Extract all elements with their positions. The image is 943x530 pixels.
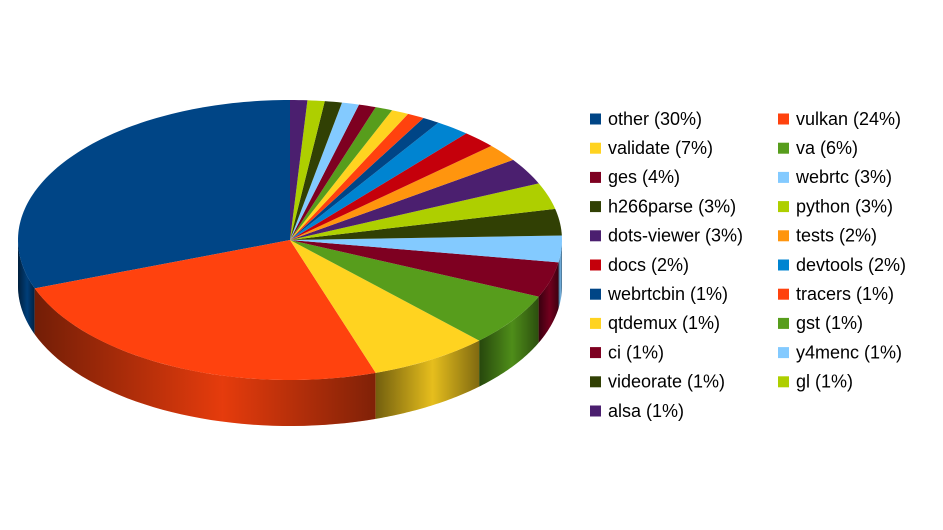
legend-label: dots-viewer (3%) <box>608 226 743 246</box>
pie-sides <box>18 240 562 426</box>
legend-label: other (30%) <box>608 109 702 129</box>
legend-swatch <box>590 288 601 300</box>
legend-label: tracers (1%) <box>796 284 894 304</box>
legend-swatch <box>778 171 789 183</box>
legend-swatch <box>590 230 601 242</box>
legend-label: va (6%) <box>796 138 858 158</box>
legend-swatch <box>590 113 601 125</box>
slice-side-shade <box>538 262 559 343</box>
slice <box>18 100 290 289</box>
legend-swatch <box>778 259 789 271</box>
slice <box>290 240 480 373</box>
legend-label: h266parse (3%) <box>608 196 736 216</box>
legend-swatch <box>778 347 789 359</box>
legend-swatch <box>778 376 789 388</box>
legend-label: validate (7%) <box>608 138 713 158</box>
slice <box>290 118 439 240</box>
slice <box>290 122 467 240</box>
legend-swatch <box>778 113 789 125</box>
legend-label: devtools (2%) <box>796 255 906 275</box>
legend-label: docs (2%) <box>608 255 689 275</box>
legend-swatch <box>778 288 789 300</box>
slice <box>290 145 514 240</box>
slice <box>290 110 409 240</box>
slice-side-shade <box>479 296 539 387</box>
slice <box>290 240 539 341</box>
slice <box>290 102 359 240</box>
legend-label: ges (4%) <box>608 167 680 187</box>
slice <box>290 107 393 240</box>
legend-swatch <box>590 259 601 271</box>
legend-label: ci (1%) <box>608 342 664 362</box>
legend-swatch <box>590 201 601 213</box>
legend-swatch <box>778 201 789 213</box>
legend-label: gl (1%) <box>796 372 853 392</box>
legend-label: webrtc (3%) <box>795 167 892 187</box>
slice <box>290 113 424 240</box>
legend-swatch <box>778 317 789 329</box>
legend-swatch <box>590 376 601 388</box>
legend-label: webrtcbin (1%) <box>607 284 728 304</box>
slice <box>290 235 562 263</box>
legend: other (30%) vulkan (24%) validate (7%) va (… <box>590 109 906 421</box>
legend-swatch <box>778 230 789 242</box>
slice <box>290 133 492 240</box>
slice <box>290 101 342 240</box>
legend-swatch <box>590 171 601 183</box>
legend-label: videorate (1%) <box>608 372 725 392</box>
legend-swatch <box>590 317 601 329</box>
legend-swatch <box>590 142 601 154</box>
legend-swatch <box>590 347 601 359</box>
legend-label: tests (2%) <box>796 226 877 246</box>
slice <box>290 240 559 297</box>
slice <box>290 183 556 240</box>
legend-swatch <box>590 405 601 417</box>
slice <box>290 104 376 240</box>
slice <box>290 208 562 240</box>
pie-top <box>18 100 562 380</box>
slice <box>290 100 308 240</box>
legend-swatch <box>778 142 789 154</box>
legend-label: y4menc (1%) <box>796 342 902 362</box>
slice <box>290 159 539 240</box>
slice-side-shade <box>375 340 480 419</box>
slice <box>34 240 376 380</box>
legend-label: vulkan (24%) <box>796 109 901 129</box>
slice-side-shade <box>34 288 376 426</box>
legend-label: qtdemux (1%) <box>608 313 720 333</box>
slice <box>290 100 325 240</box>
legend-label: alsa (1%) <box>608 401 684 421</box>
slice-side-shade <box>558 240 562 309</box>
legend-label: python (3%) <box>796 196 893 216</box>
slice-side-shade <box>18 240 35 335</box>
legend-label: gst (1%) <box>796 313 863 333</box>
